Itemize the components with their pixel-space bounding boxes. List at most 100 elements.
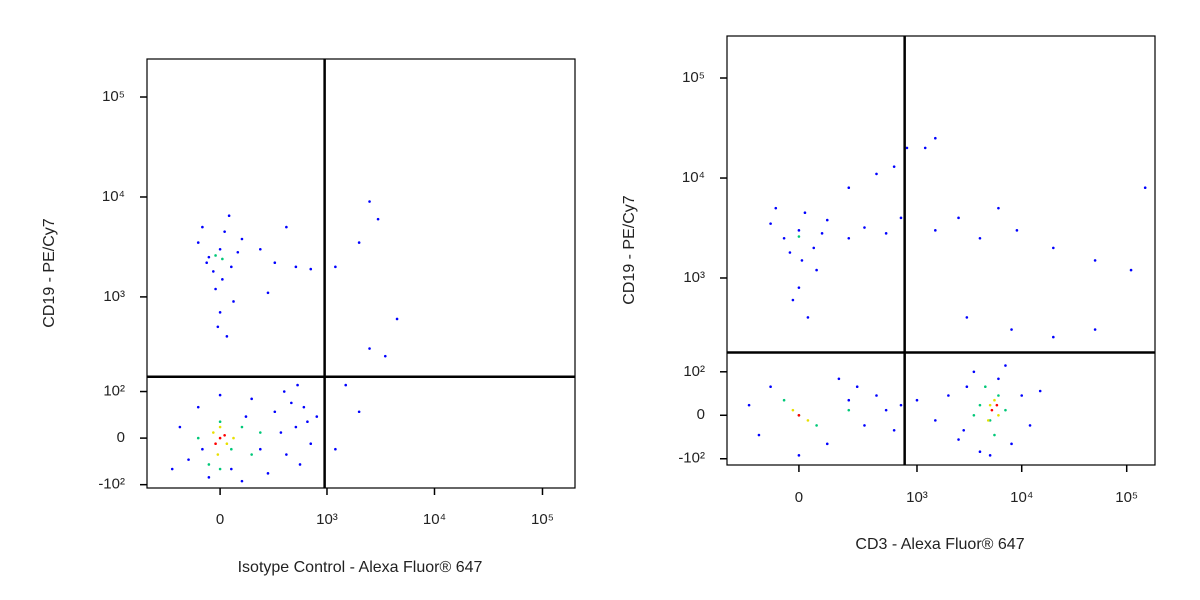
plot: 0 10³ 10⁴ 10⁵ -10² 0 10² 10³ 10⁴ 10⁵ Isotype Contr… bbox=[41, 58, 576, 576]
event-dot bbox=[250, 453, 253, 456]
event-dot bbox=[205, 261, 208, 265]
event-dot bbox=[187, 458, 190, 461]
event-dot bbox=[965, 316, 969, 319]
event-dot bbox=[769, 385, 772, 389]
event-dot bbox=[218, 393, 222, 397]
event-dot bbox=[273, 410, 277, 414]
event-dot bbox=[1038, 389, 1042, 393]
y-tick-label: 10⁴ bbox=[102, 188, 125, 205]
event-dot bbox=[218, 311, 222, 314]
event-dot bbox=[294, 425, 298, 429]
event-dot bbox=[240, 479, 244, 483]
event-dot bbox=[1129, 268, 1133, 272]
event-dot bbox=[395, 317, 399, 321]
event-dot bbox=[223, 230, 226, 233]
event-dot bbox=[285, 225, 288, 229]
event-dot bbox=[892, 428, 896, 432]
event-dot bbox=[847, 236, 851, 240]
event-dot bbox=[196, 436, 200, 440]
event-dot bbox=[170, 467, 174, 471]
event-dot bbox=[250, 397, 253, 401]
event-dot bbox=[273, 261, 277, 265]
event-dot bbox=[791, 298, 795, 302]
event-dot bbox=[863, 424, 866, 427]
event-dot bbox=[774, 206, 778, 210]
y-tick-label: 10³ bbox=[103, 288, 125, 305]
event-dot bbox=[212, 431, 215, 434]
y-axis-title: CD19 - PE/Cy7 bbox=[41, 218, 58, 327]
event-dot bbox=[757, 433, 761, 437]
event-dot bbox=[797, 235, 801, 238]
event-dot bbox=[797, 413, 801, 417]
y-tick-label: 10² bbox=[103, 383, 125, 400]
y-tick-label: 10⁵ bbox=[682, 69, 705, 86]
x-tick-label: 10⁴ bbox=[1010, 489, 1033, 506]
event-dot bbox=[216, 453, 220, 456]
event-dot bbox=[797, 229, 801, 232]
y-tick-label: 10⁴ bbox=[682, 169, 705, 186]
event-dot bbox=[806, 316, 810, 319]
event-dot bbox=[847, 398, 851, 402]
event-dot bbox=[923, 146, 927, 150]
event-dot bbox=[1020, 394, 1024, 397]
event-dot bbox=[225, 335, 229, 338]
event-dot bbox=[368, 347, 371, 350]
x-axis-title: CD3 - Alexa Fluor® 647 bbox=[855, 536, 1024, 553]
event-dot bbox=[797, 454, 801, 457]
event-dot bbox=[899, 216, 903, 220]
event-dot bbox=[957, 438, 960, 441]
y-tick-label: 0 bbox=[117, 429, 125, 446]
event-dot bbox=[997, 377, 1000, 381]
event-dot bbox=[279, 431, 283, 434]
event-dot bbox=[825, 218, 829, 222]
event-dot bbox=[240, 425, 244, 429]
event-dot bbox=[259, 431, 262, 434]
event-dot bbox=[803, 211, 807, 215]
event-dot bbox=[178, 425, 182, 429]
event-dot bbox=[1028, 424, 1032, 427]
event-dot bbox=[892, 165, 896, 168]
event-dot bbox=[769, 222, 772, 225]
x-tick-label: 10⁵ bbox=[1115, 489, 1138, 506]
event-dot bbox=[863, 226, 866, 229]
event-dot bbox=[965, 385, 969, 389]
y-tick-label: 10² bbox=[683, 363, 705, 380]
event-dot bbox=[988, 454, 992, 457]
event-dot bbox=[240, 237, 244, 241]
event-dot bbox=[988, 403, 992, 407]
y-tick-label: 0 bbox=[697, 406, 705, 423]
event-dot bbox=[812, 246, 816, 250]
event-dot bbox=[290, 401, 293, 405]
event-dot bbox=[214, 287, 217, 291]
event-dot bbox=[1052, 246, 1055, 250]
x-tick-label: 10³ bbox=[316, 511, 338, 528]
event-dot bbox=[1015, 229, 1019, 232]
event-dot bbox=[988, 419, 992, 422]
event-dot bbox=[334, 265, 337, 269]
event-dot bbox=[259, 447, 262, 451]
event-dot bbox=[884, 232, 888, 235]
event-dot bbox=[934, 136, 937, 140]
event-dot bbox=[221, 278, 224, 281]
event-dot bbox=[837, 377, 841, 381]
y-tick-label: 10³ bbox=[683, 269, 705, 286]
event-dot bbox=[230, 467, 233, 471]
event-dot bbox=[782, 236, 786, 240]
event-dot bbox=[218, 467, 222, 471]
event-dot bbox=[957, 216, 960, 220]
event-dot bbox=[344, 383, 348, 387]
event-dot bbox=[915, 398, 919, 402]
event-dot bbox=[236, 250, 240, 254]
event-dot bbox=[825, 442, 829, 446]
event-dot bbox=[232, 300, 235, 303]
event-dot bbox=[995, 403, 999, 407]
event-dot bbox=[997, 206, 1000, 210]
event-dot bbox=[997, 394, 1000, 397]
event-dot bbox=[227, 214, 231, 217]
event-dot bbox=[855, 385, 859, 389]
event-dot bbox=[232, 436, 235, 440]
event-dot bbox=[1143, 186, 1147, 190]
event-dot bbox=[294, 265, 298, 269]
event-dot bbox=[218, 420, 222, 423]
event-dot bbox=[1093, 328, 1097, 331]
